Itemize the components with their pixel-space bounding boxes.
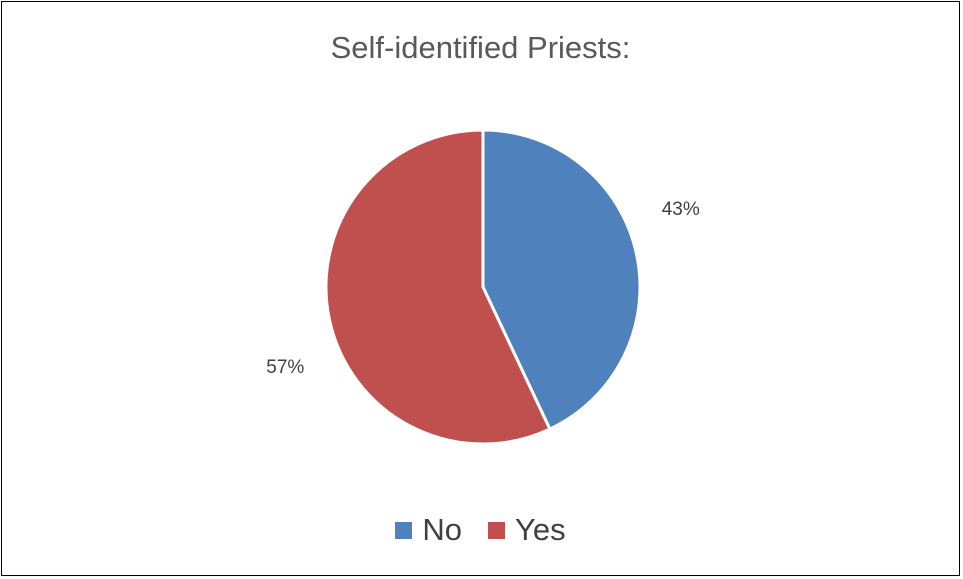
legend: No Yes	[2, 512, 959, 548]
data-label-no: 43%	[662, 199, 700, 220]
legend-swatch-no	[395, 521, 413, 539]
pie-slice-no	[481, 128, 642, 431]
legend-label-no: No	[422, 512, 463, 547]
legend-item-yes: Yes	[488, 512, 566, 548]
chart-title: Self-identified Priests:	[330, 30, 631, 65]
legend-label-yes: Yes	[515, 512, 566, 547]
legend-item-no: No	[395, 512, 462, 548]
data-label-yes: 57%	[266, 357, 304, 378]
pie-slice-yes	[324, 128, 552, 446]
legend-swatch-yes	[488, 521, 506, 539]
